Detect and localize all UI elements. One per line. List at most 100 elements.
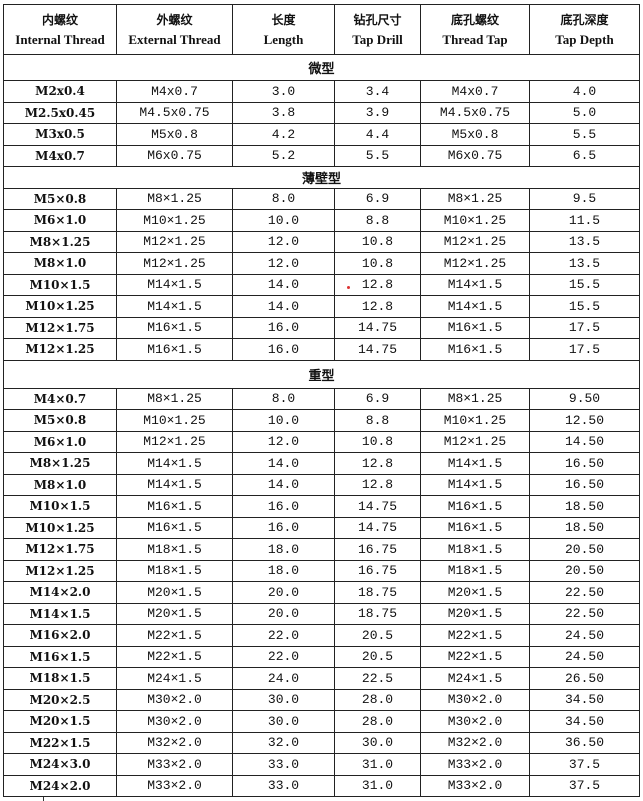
table-cell: 20.0 — [232, 581, 335, 604]
table-cell: 8.8 — [334, 409, 421, 432]
table-cell: 17.5 — [529, 316, 640, 339]
table-cell: 20.5 — [334, 624, 421, 647]
table-cell: M22×1.5 — [420, 645, 530, 668]
table-cell: 18.50 — [529, 516, 640, 539]
table-row: M24×2.0 M33×2.0 33.0 31.0 M33×2.0 37.5 — [3, 774, 640, 797]
table-cell: 12.0 — [232, 252, 335, 275]
table-cell: M8×1.0 — [3, 473, 117, 496]
column-header: 外螺纹 External Thread — [116, 4, 233, 55]
header-en: Tap Depth — [555, 31, 614, 47]
table-row: M8×1.0 M12×1.25 12.0 10.8 M12×1.25 13.5 — [3, 252, 640, 275]
header-zh: 钻孔尺寸 — [353, 12, 402, 27]
table-cell: 16.0 — [232, 316, 335, 339]
table-cell: 37.5 — [529, 774, 640, 797]
table-cell: M14×1.5 — [420, 473, 530, 496]
table-cell: M24×1.5 — [116, 667, 233, 690]
table-cell: 8.0 — [232, 187, 335, 210]
table-cell: 16.0 — [232, 495, 335, 518]
red-dot-mark — [347, 286, 350, 289]
column-header: 钻孔尺寸 Tap Drill — [334, 4, 421, 55]
section-title: 微型 — [3, 54, 640, 81]
table-cell: M10×1.25 — [116, 209, 233, 232]
table-cell: 12.8 — [334, 273, 421, 296]
table-cell: 13.5 — [529, 230, 640, 253]
table-row: M14×1.5 M20×1.5 20.0 18.75 M20×1.5 22.50 — [3, 602, 640, 625]
table-cell: 14.75 — [334, 495, 421, 518]
table-row: M22×1.5 M32×2.0 32.0 30.0 M32×2.0 36.50 — [3, 731, 640, 754]
header-en: Tap Drill — [352, 31, 403, 47]
table-cell: M12×1.25 — [3, 338, 117, 361]
table-cell: M22×1.5 — [116, 624, 233, 647]
table-cell: M24×3.0 — [3, 753, 117, 776]
table-cell: M10×1.25 — [116, 409, 233, 432]
table-row: M12×1.25 M18×1.5 18.0 16.75 M18×1.5 20.50 — [3, 559, 640, 582]
table-row: M8×1.25 M12×1.25 12.0 10.8 M12×1.25 13.5 — [3, 230, 640, 253]
table-cell: M16×1.5 — [420, 338, 530, 361]
table-cell: M10×1.25 — [420, 409, 530, 432]
table-cell: 14.0 — [232, 452, 335, 475]
table-row: M10×1.25 M14×1.5 14.0 12.8 M14×1.5 15.5 — [3, 295, 640, 318]
table-cell: M4×0.7 — [3, 387, 117, 410]
table-row: M2x0.4 M4x0.7 3.0 3.4 M4x0.7 4.0 — [3, 80, 640, 103]
table-cell: M12×1.25 — [3, 559, 117, 582]
table-cell: 18.75 — [334, 602, 421, 625]
table-cell: M14×1.5 — [3, 602, 117, 625]
table-cell: M14×1.5 — [420, 273, 530, 296]
table-cell: 12.50 — [529, 409, 640, 432]
table-cell: M14×1.5 — [116, 295, 233, 318]
table-cell: 14.0 — [232, 295, 335, 318]
table-cell: M8×1.25 — [420, 387, 530, 410]
table-cell: 5.5 — [529, 123, 640, 146]
table-cell: M18×1.5 — [116, 559, 233, 582]
header-zh: 内螺纹 — [41, 12, 78, 27]
table-cell: M8×1.25 — [3, 452, 117, 475]
table-row: M4×0.7 M8×1.25 8.0 6.9 M8×1.25 9.50 — [3, 387, 640, 410]
table-cell: 14.75 — [334, 316, 421, 339]
table-cell: M6×1.0 — [3, 209, 117, 232]
table-cell: M30×2.0 — [420, 688, 530, 711]
table-row: M20×2.5 M30×2.0 30.0 28.0 M30×2.0 34.50 — [3, 688, 640, 711]
column-header: 内螺纹 Internal Thread — [3, 4, 117, 55]
table-cell: 22.50 — [529, 581, 640, 604]
table-row: M16×2.0 M22×1.5 22.0 20.5 M22×1.5 24.50 — [3, 624, 640, 647]
table-cell: 10.0 — [232, 209, 335, 232]
table-cell: 30.0 — [334, 731, 421, 754]
table-row: M12×1.75 M18×1.5 18.0 16.75 M18×1.5 20.50 — [3, 538, 640, 561]
table-cell: M20×1.5 — [420, 602, 530, 625]
table-cell: M20×1.5 — [116, 602, 233, 625]
table-cell: M20×1.5 — [116, 581, 233, 604]
table-cell: M4.5x0.75 — [116, 101, 233, 124]
table-cell: M16×1.5 — [420, 495, 530, 518]
table-cell: M32×2.0 — [420, 731, 530, 754]
table-cell: M20×2.5 — [3, 688, 117, 711]
table-cell: M5×0.8 — [3, 409, 117, 432]
table-row: M10×1.5 M16×1.5 16.0 14.75 M16×1.5 18.50 — [3, 495, 640, 518]
table-cell: M8×1.25 — [116, 187, 233, 210]
table-cell: 10.8 — [334, 230, 421, 253]
text-cursor-mark — [43, 797, 44, 801]
table-cell: M4.5x0.75 — [420, 101, 530, 124]
table-cell: M12×1.25 — [420, 230, 530, 253]
table-cell: 14.75 — [334, 516, 421, 539]
table-cell: M18×1.5 — [420, 538, 530, 561]
table-row: M2.5x0.45 M4.5x0.75 3.8 3.9 M4.5x0.75 5.0 — [3, 101, 640, 124]
table-cell: 15.5 — [529, 273, 640, 296]
table-cell: 16.50 — [529, 473, 640, 496]
table-cell: 8.0 — [232, 387, 335, 410]
table-cell: M22×1.5 — [116, 645, 233, 668]
table-cell: M6x0.75 — [420, 144, 530, 167]
table-cell: 16.0 — [232, 338, 335, 361]
table-row: M10×1.5 M14×1.5 14.0 12.8 M14×1.5 15.5 — [3, 273, 640, 296]
table-cell: 31.0 — [334, 753, 421, 776]
table-cell: M3x0.5 — [3, 123, 117, 146]
table-cell: M2.5x0.45 — [3, 101, 117, 124]
table-cell: 12.0 — [232, 430, 335, 453]
table-cell: M16×1.5 — [3, 645, 117, 668]
table-cell: M16×2.0 — [3, 624, 117, 647]
table-cell: 12.8 — [334, 473, 421, 496]
table-cell: 22.0 — [232, 624, 335, 647]
table-cell: M14×1.5 — [116, 452, 233, 475]
header-en: Thread Tap — [442, 31, 508, 47]
table-cell: 33.0 — [232, 753, 335, 776]
table-cell: M18×1.5 — [420, 559, 530, 582]
